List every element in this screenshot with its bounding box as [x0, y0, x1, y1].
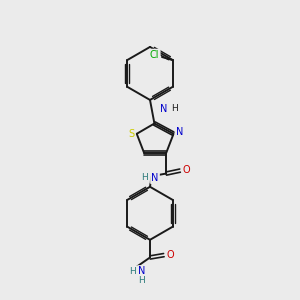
Text: S: S: [128, 129, 134, 139]
Text: H: H: [172, 104, 178, 113]
Text: H: H: [138, 276, 145, 285]
Text: N: N: [160, 104, 168, 114]
Text: N: N: [176, 127, 183, 137]
Text: H: H: [142, 173, 148, 182]
Text: N: N: [151, 173, 159, 183]
Text: Cl: Cl: [150, 50, 159, 60]
Text: O: O: [167, 250, 174, 260]
Text: O: O: [183, 165, 190, 175]
Text: H: H: [130, 267, 136, 276]
Text: N: N: [138, 266, 146, 276]
